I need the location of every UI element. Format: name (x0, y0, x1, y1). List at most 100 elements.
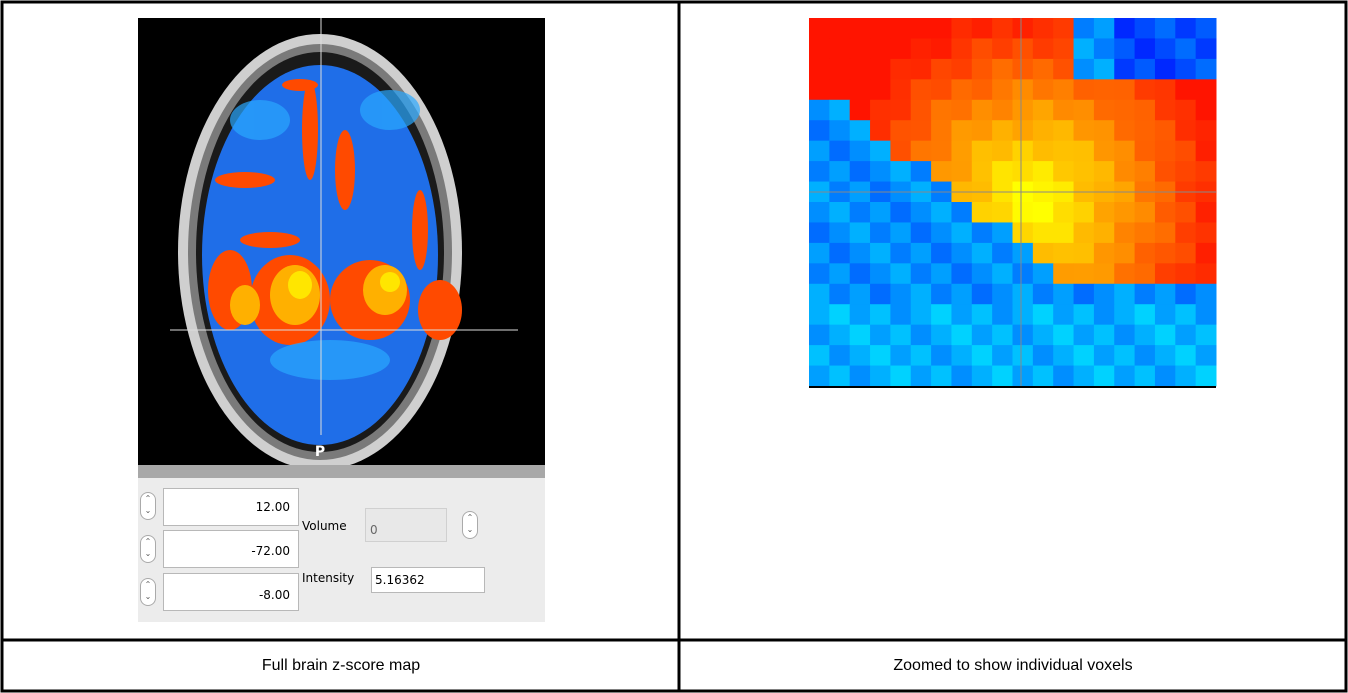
voxel (1155, 141, 1176, 162)
voxel (1114, 202, 1135, 223)
spin-button[interactable]: ⌃⌄ (140, 578, 156, 606)
voxel (809, 59, 830, 80)
voxel (931, 18, 952, 39)
voxel (1094, 202, 1115, 223)
voxel (1155, 202, 1176, 223)
voxel (992, 366, 1013, 387)
voxel (809, 202, 830, 223)
voxel (1053, 325, 1074, 346)
voxel (809, 243, 830, 264)
voxel (1033, 243, 1054, 264)
voxel (870, 79, 891, 100)
voxel (850, 366, 871, 387)
voxel (1053, 202, 1074, 223)
voxel (1094, 141, 1115, 162)
voxel (972, 79, 993, 100)
spin-button[interactable]: ⌃⌄ (462, 511, 478, 539)
voxel (1114, 222, 1135, 243)
voxel (1196, 325, 1217, 346)
voxel (890, 345, 911, 366)
voxel (931, 366, 952, 387)
voxel (850, 38, 871, 59)
voxel (870, 161, 891, 182)
y-coordinate[interactable]: -72.00 (163, 530, 299, 568)
voxel (809, 345, 830, 366)
voxel (1094, 59, 1115, 80)
volume-label: Volume (302, 519, 347, 533)
caption: Full brain z-score map (4, 640, 678, 691)
voxel (972, 202, 993, 223)
voxel (850, 141, 871, 162)
voxel (870, 243, 891, 264)
x-coordinate[interactable]: 12.00 (163, 488, 299, 526)
voxel (992, 325, 1013, 346)
voxel (1053, 79, 1074, 100)
voxel (1074, 38, 1095, 59)
voxel (992, 263, 1013, 284)
voxel (992, 222, 1013, 243)
voxel (951, 100, 972, 121)
voxel (972, 243, 993, 264)
voxel (1135, 325, 1156, 346)
voxel (890, 222, 911, 243)
voxel (1135, 243, 1156, 264)
voxel (1114, 100, 1135, 121)
voxel (1094, 325, 1115, 346)
intensity-value[interactable]: 5.16362 (371, 567, 485, 593)
voxel (890, 263, 911, 284)
voxel (1053, 284, 1074, 305)
voxel (850, 161, 871, 182)
voxel (1094, 161, 1115, 182)
voxel (1074, 345, 1095, 366)
voxel (1033, 100, 1054, 121)
voxel (992, 120, 1013, 141)
voxel (1013, 38, 1034, 59)
voxel (850, 304, 871, 325)
voxel (1053, 59, 1074, 80)
voxel (911, 325, 932, 346)
voxel (1135, 284, 1156, 305)
voxel (931, 100, 952, 121)
voxel (850, 284, 871, 305)
voxel (829, 304, 850, 325)
voxel (1135, 120, 1156, 141)
voxel (1175, 222, 1196, 243)
voxel (1094, 120, 1115, 141)
voxel (1175, 18, 1196, 39)
voxel (870, 141, 891, 162)
voxel (829, 161, 850, 182)
voxel (1094, 366, 1115, 387)
voxel (1053, 100, 1074, 121)
voxel (1135, 141, 1156, 162)
voxel (1114, 304, 1135, 325)
spin-button[interactable]: ⌃⌄ (140, 492, 156, 520)
voxel (931, 161, 952, 182)
spin-button[interactable]: ⌃⌄ (140, 535, 156, 563)
voxel (1196, 345, 1217, 366)
voxel (1013, 263, 1034, 284)
z-coordinate[interactable]: -8.00 (163, 573, 299, 611)
voxel (1033, 59, 1054, 80)
voxel (809, 120, 830, 141)
voxel (1114, 38, 1135, 59)
voxel (1196, 59, 1217, 80)
voxel (1196, 38, 1217, 59)
voxel (1013, 18, 1034, 39)
voxel (850, 120, 871, 141)
voxel (1196, 79, 1217, 100)
voxel (931, 304, 952, 325)
voxel (911, 222, 932, 243)
voxel (870, 284, 891, 305)
voxel (1135, 202, 1156, 223)
voxel (951, 161, 972, 182)
voxel (829, 79, 850, 100)
voxel (809, 38, 830, 59)
voxel (992, 345, 1013, 366)
voxel (911, 345, 932, 366)
voxel (1155, 366, 1176, 387)
voxel (931, 284, 952, 305)
voxel (1013, 100, 1034, 121)
voxel (931, 141, 952, 162)
voxel (1175, 161, 1196, 182)
voxel (992, 38, 1013, 59)
